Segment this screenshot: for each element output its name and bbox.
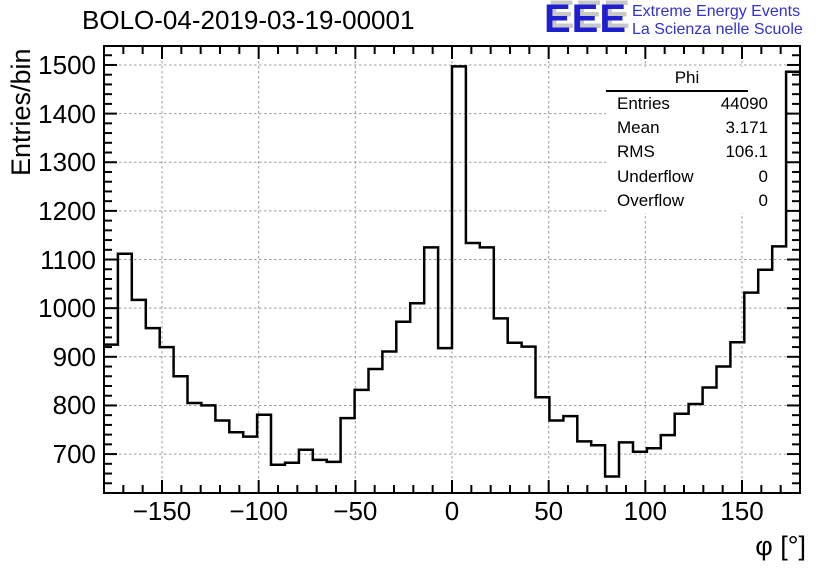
stats-row-label: Overflow [617, 190, 685, 210]
stats-row-value: 106.1 [725, 142, 768, 162]
stats-row-label: Mean [617, 118, 660, 138]
stats-row-label: Entries [617, 94, 670, 114]
stats-box: Entries 44090 Mean 3.171 RMS 106.1 Underflow 0 O… [606, 92, 768, 213]
stats-row: Entries 44090 [617, 92, 768, 116]
eee-logo-line2: La Scienza nelle Scuole [632, 21, 803, 38]
eee-logo-line1: Extreme Energy Events [632, 3, 801, 20]
stats-row-value: 44090 [720, 94, 768, 114]
eee-logo-acronym: EEE [544, 0, 628, 41]
y-axis-tick-label: 900 [52, 341, 96, 372]
x-axis-tick-label: 0 [444, 496, 460, 526]
plot-title: BOLO-04-2019-03-19-00001 [82, 5, 415, 35]
stats-row: Mean 3.171 [617, 116, 768, 140]
x-axis-tick-label: −50 [333, 496, 378, 526]
y-axis-tick-label: 1500 [38, 49, 96, 80]
stats-row-value: 3.171 [725, 118, 768, 138]
stats-row: RMS 106.1 [617, 140, 768, 164]
stats-row-value: 0 [758, 166, 768, 186]
y-axis-tick-label: 1100 [40, 244, 96, 275]
x-axis-tick-label: −150 [132, 496, 192, 526]
y-axis-tick-label: 1200 [38, 195, 96, 226]
y-axis-tick-label: 1000 [38, 293, 96, 324]
y-axis-tick-label: 800 [52, 390, 96, 421]
x-axis-tick-label: 100 [623, 496, 668, 526]
x-axis-title: φ [°] [755, 531, 806, 561]
stats-row: Overflow 0 [617, 189, 768, 213]
y-axis-tick-label: 1300 [38, 147, 96, 178]
x-axis-tick-label: 50 [534, 496, 564, 526]
histogram-line [104, 65, 800, 478]
stats-row-value: 0 [758, 190, 768, 210]
x-axis-tick-label: 150 [720, 496, 764, 526]
eee-logo-text: Extreme Energy Events La Scienza nelle S… [632, 3, 803, 39]
stats-box-title: Phi [674, 68, 700, 87]
stats-row-label: Underflow [617, 166, 694, 186]
stats-row-label: RMS [617, 142, 655, 162]
stats-row: Underflow 0 [617, 165, 768, 189]
y-axis-tick-label: 1400 [38, 98, 96, 129]
y-axis-tick-label: 700 [52, 439, 96, 470]
x-axis-tick-label: −100 [229, 496, 288, 526]
